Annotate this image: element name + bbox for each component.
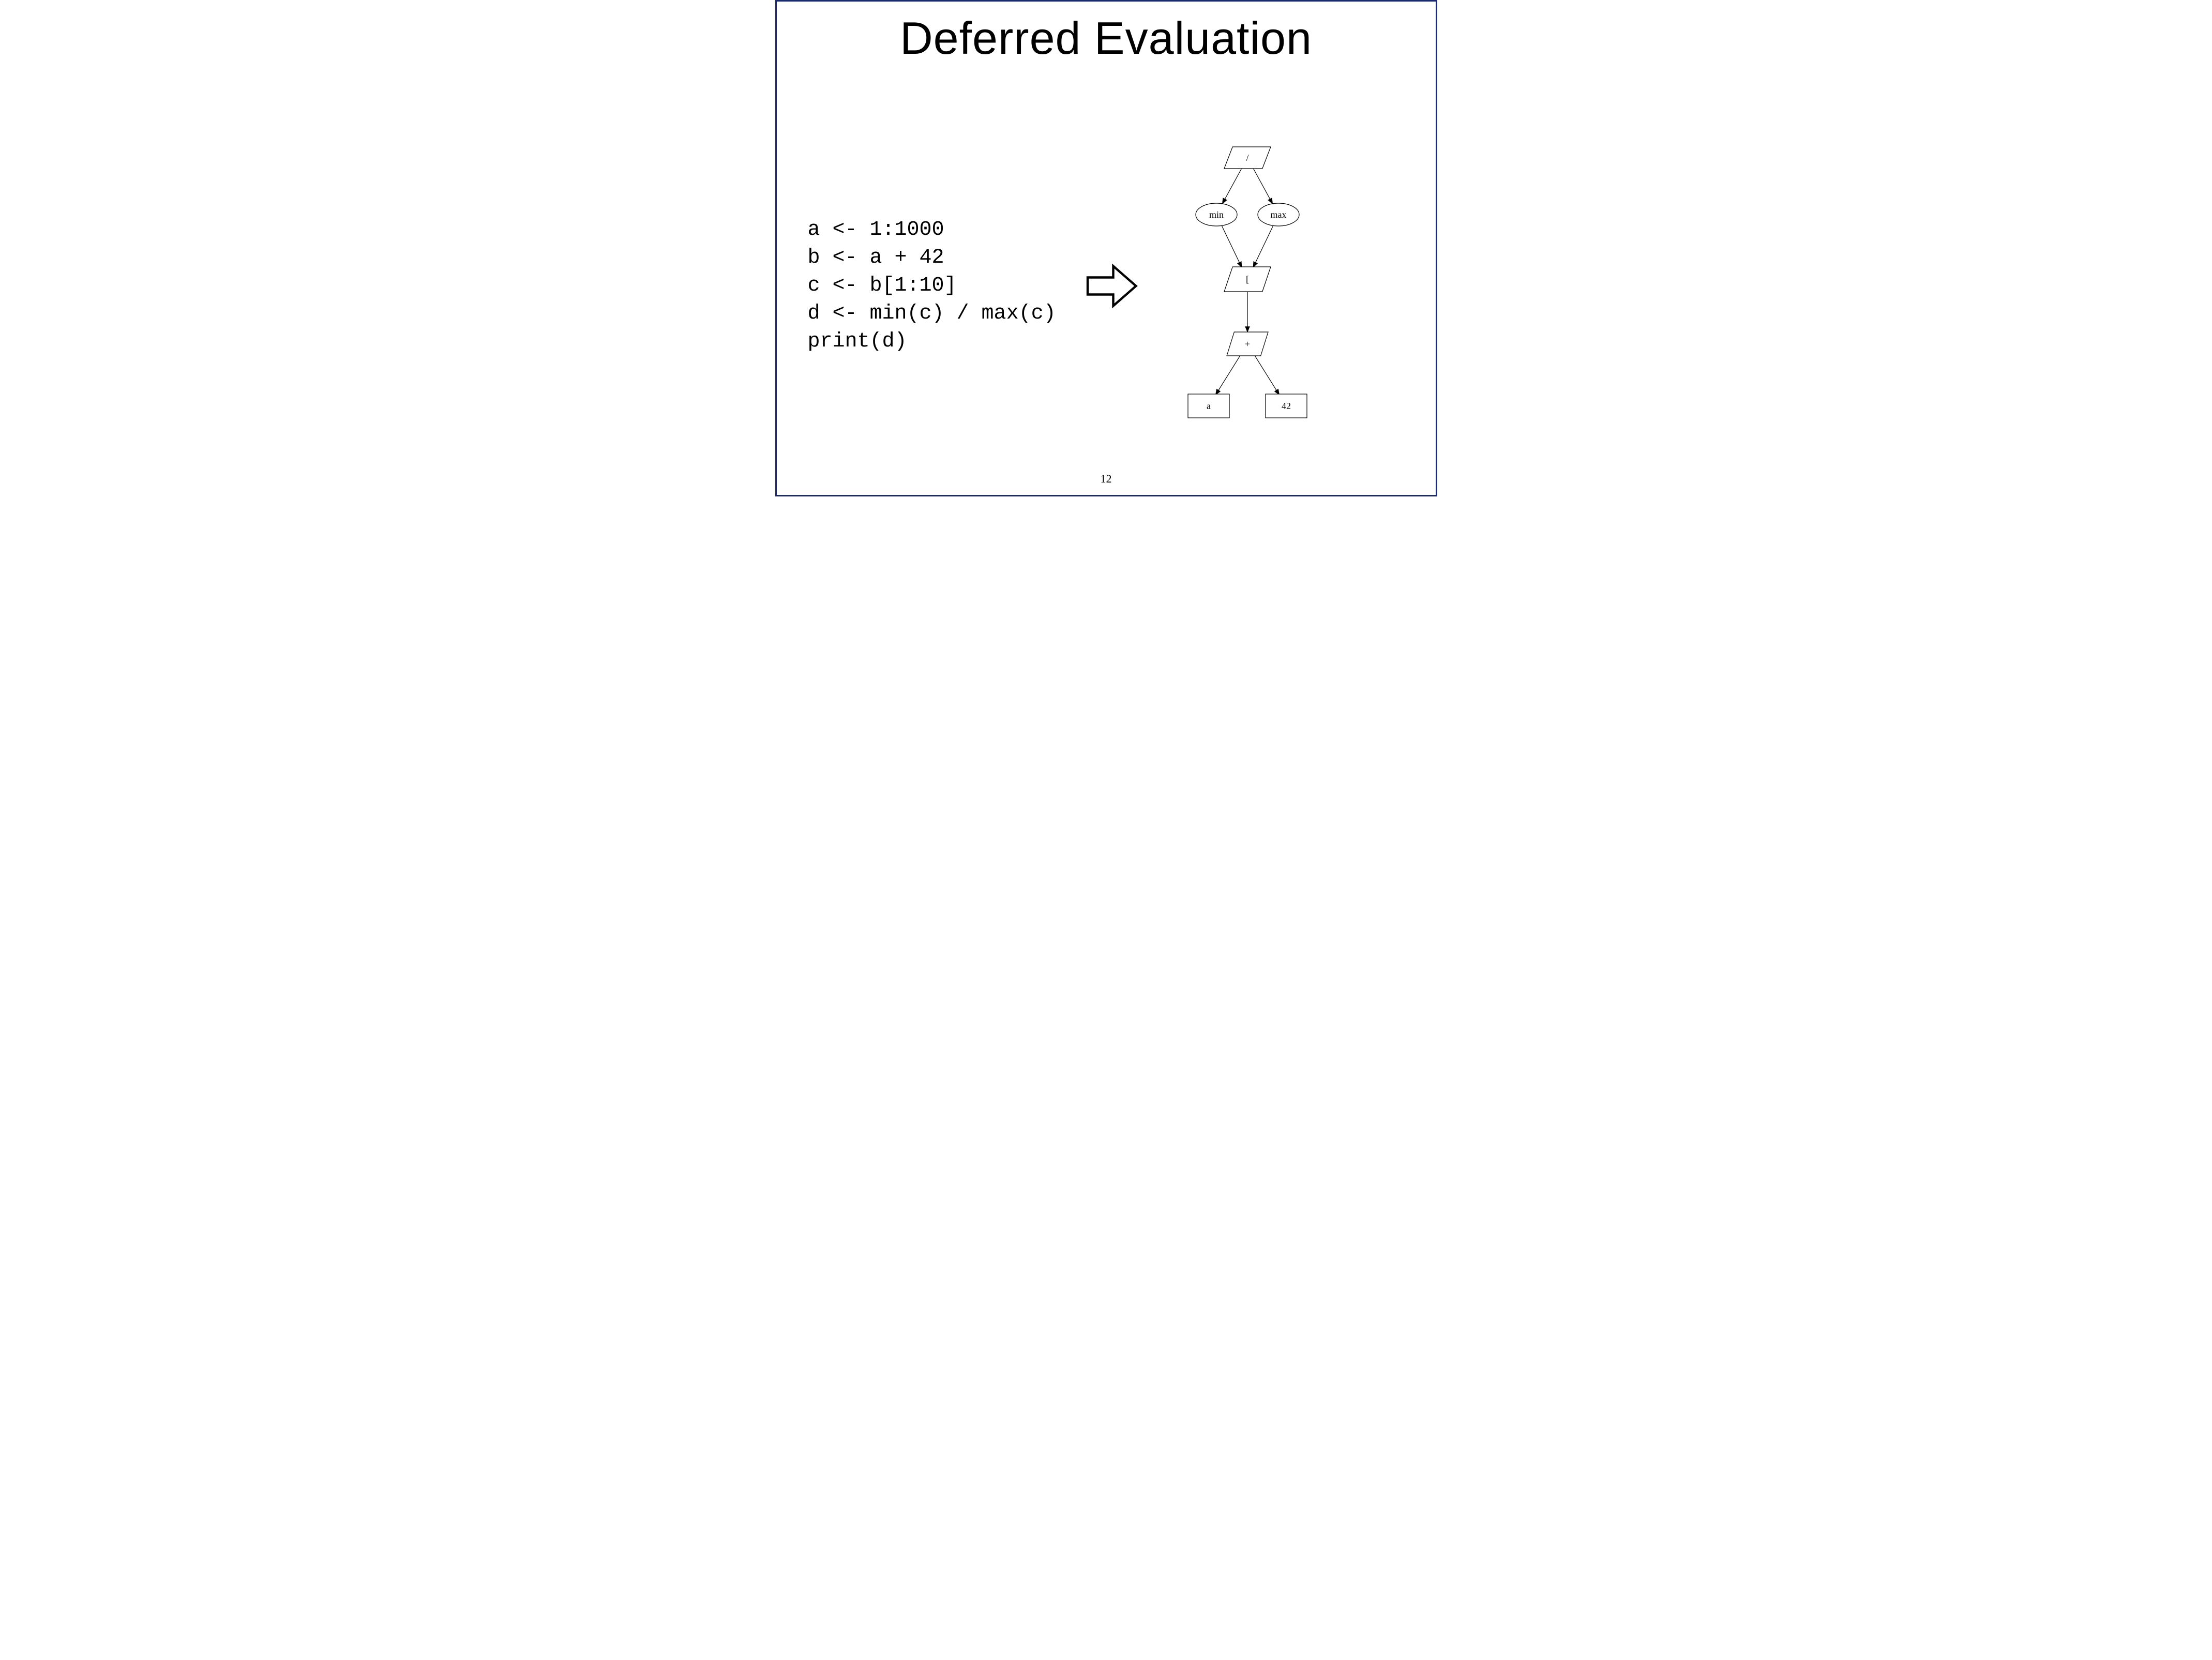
node-min: min	[1196, 203, 1237, 226]
node-fortytwo: 42	[1266, 394, 1307, 418]
edge-plus-fortytwo	[1254, 355, 1279, 395]
expression-tree-diagram: / min max [ + a 42	[1154, 137, 1341, 434]
svg-text:+: +	[1245, 339, 1250, 349]
slide-title: Deferred Evaluation	[777, 12, 1436, 65]
svg-text:/: /	[1246, 153, 1248, 163]
svg-text:[: [	[1246, 274, 1249, 284]
page-number: 12	[777, 472, 1436, 486]
node-plus: +	[1227, 332, 1268, 356]
node-a: a	[1188, 394, 1229, 418]
slide-frame: Deferred Evaluation a <- 1:1000 b <- a +…	[775, 0, 1437, 496]
code-block: a <- 1:1000 b <- a + 42 c <- b[1:10] d <…	[808, 216, 1056, 356]
edge-min-sub	[1222, 225, 1242, 267]
edge-div-min	[1222, 168, 1241, 204]
svg-text:42: 42	[1282, 401, 1291, 411]
tree-svg: / min max [ + a 42	[1154, 137, 1341, 432]
svg-text:max: max	[1270, 209, 1286, 220]
svg-text:a: a	[1207, 401, 1211, 411]
edge-max-sub	[1253, 225, 1273, 267]
edge-plus-a	[1215, 355, 1240, 395]
arrow-icon	[1082, 258, 1139, 314]
content-row: a <- 1:1000 b <- a + 42 c <- b[1:10] d <…	[777, 137, 1436, 434]
svg-text:min: min	[1209, 209, 1224, 220]
right-arrow-icon	[1082, 258, 1139, 314]
node-sub: [	[1224, 267, 1271, 292]
node-max: max	[1258, 203, 1299, 226]
edge-div-max	[1253, 168, 1272, 204]
node-div: /	[1224, 147, 1271, 169]
